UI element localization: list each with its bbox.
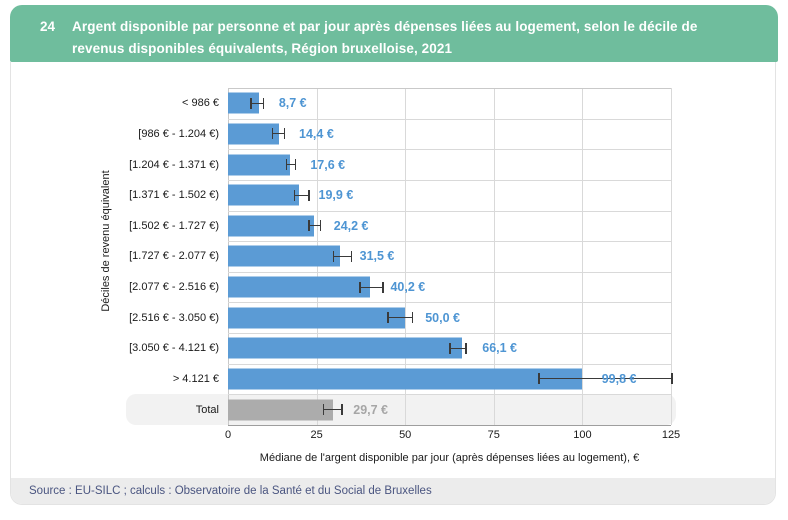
row-separator-line [228, 302, 671, 304]
category-label: [1.502 € - 1.727 €) [129, 219, 219, 232]
gridline-vertical [405, 88, 407, 425]
chart-row: [1.727 € - 2.077 €) 31,5 € [11, 241, 671, 272]
x-axis-ticks: 0 25 50 75 100 125 [224, 429, 680, 443]
error-bar [449, 342, 467, 354]
bar-track: 29,7 € [228, 394, 671, 425]
value-label: 8,7 € [278, 96, 307, 111]
decile-bar [228, 307, 406, 329]
chart-row: [2.077 € - 2.516 €) 40,2 € [11, 272, 671, 303]
category-label: [2.077 € - 2.516 €) [129, 281, 219, 294]
decile-bar [228, 276, 371, 298]
value-label: 99,8 € [601, 371, 637, 386]
x-tick-label: 100 [573, 429, 592, 441]
row-separator-line [228, 363, 671, 365]
bar-track: 31,5 € [228, 241, 671, 272]
row-separator-line [228, 149, 671, 151]
decile-bar [228, 215, 314, 237]
decile-bar [228, 154, 291, 176]
row-separator-line [228, 241, 671, 243]
bar-track: 50,0 € [228, 302, 671, 333]
category-label: > 4.121 € [172, 372, 219, 385]
x-tick-label: 25 [310, 429, 323, 441]
source-band: Source : EU-SILC ; calculs : Observatoir… [11, 478, 775, 504]
gridline-vertical [493, 88, 495, 425]
chart-row: [1.502 € - 1.727 €) 24,2 € [11, 211, 671, 242]
value-label: 17,6 € [310, 157, 346, 172]
value-label: 50,0 € [425, 310, 460, 325]
chart-row: < 986 € 8,7 € [11, 88, 671, 119]
bar-track: 14,4 € [228, 119, 671, 150]
category-label: [1.371 € - 1.502 €) [129, 189, 219, 202]
value-label: 14,4 € [299, 126, 334, 141]
value-label: 24,2 € [333, 218, 369, 233]
bar-track: 66,1 € [228, 333, 671, 364]
chart-row: [3.050 € - 4.121 €) 66,1 € [11, 333, 671, 364]
error-bar [308, 220, 322, 232]
x-tick-label: 0 [224, 429, 232, 441]
category-label: < 986 € [181, 97, 219, 110]
figure-number: 24 [40, 19, 56, 34]
value-label: 29,7 € [353, 402, 389, 417]
bar-track: 19,9 € [228, 180, 671, 211]
category-label: [2.516 € - 3.050 €) [129, 311, 219, 324]
figure-header-banner: 24 Argent disponible par personne et par… [10, 5, 778, 62]
error-bar [293, 189, 310, 201]
category-label: [1.727 € - 2.077 €) [129, 250, 219, 263]
value-label: 19,9 € [318, 188, 354, 203]
decile-bar [228, 184, 299, 206]
error-bar [322, 404, 343, 416]
bar-track: 8,7 € [228, 88, 671, 119]
bar-track: 99,8 € [228, 364, 673, 395]
category-label: [986 € - 1.204 €) [138, 127, 219, 140]
chart-row: Total 29,7 € [11, 394, 671, 425]
row-separator-line [228, 210, 671, 212]
bar-track: 17,6 € [228, 149, 671, 180]
error-bar [387, 312, 414, 324]
x-axis-title: Médiane de l'argent disponible par jour … [259, 452, 640, 464]
error-bar [271, 128, 286, 140]
chart-row: > 4.121 € 99,8 € [11, 364, 673, 395]
category-label: [1.204 € - 1.371 €) [129, 158, 219, 171]
error-bar [285, 159, 297, 171]
total-row-highlight [126, 394, 676, 425]
x-axis-line [228, 425, 671, 426]
x-tick-label: 50 [399, 429, 412, 441]
decile-bar [228, 368, 582, 390]
row-separator-line [228, 271, 671, 273]
chart-card: Déciles de revenu équivalent < 986 €8,7 … [10, 62, 776, 505]
decile-bar [228, 245, 340, 267]
row-separator-line [228, 394, 671, 396]
decile-bar [228, 123, 280, 145]
bar-track: 40,2 € [228, 272, 671, 303]
value-label: 31,5 € [359, 249, 395, 264]
category-label: Total [195, 403, 219, 416]
bar-track: 24,2 € [228, 211, 671, 242]
chart-row: [1.371 € - 1.502 €) 19,9 € [11, 180, 671, 211]
x-tick-label: 75 [487, 429, 500, 441]
error-bar [538, 373, 673, 385]
total-bar [228, 399, 334, 421]
error-bar [250, 97, 265, 109]
gridline-vertical [582, 88, 584, 425]
chart-row: [986 € - 1.204 €) 14,4 € [11, 119, 671, 150]
value-label: 66,1 € [482, 341, 518, 356]
row-separator-line [228, 333, 671, 335]
value-label: 40,2 € [390, 280, 426, 295]
error-bar [359, 281, 384, 293]
error-bar [332, 250, 353, 262]
row-separator-line [228, 179, 671, 181]
figure-title: Argent disponible par personne et par jo… [72, 19, 698, 56]
chart-row: [2.516 € - 3.050 €) 50,0 € [11, 302, 671, 333]
category-label: [3.050 € - 4.121 €) [129, 342, 219, 355]
bar-rows: < 986 € 8,7 € [986 € - 1.204 €) 14,4 € [1.20… [11, 88, 673, 425]
gridline-vertical [671, 88, 672, 425]
chart-row: [1.204 € - 1.371 €) 17,6 € [11, 149, 671, 180]
row-separator-line [228, 88, 671, 89]
row-separator-line [228, 118, 671, 120]
decile-bar [228, 337, 463, 359]
x-tick-label: 125 [661, 429, 681, 441]
source-text: Source : EU-SILC ; calculs : Observatoir… [29, 485, 432, 497]
